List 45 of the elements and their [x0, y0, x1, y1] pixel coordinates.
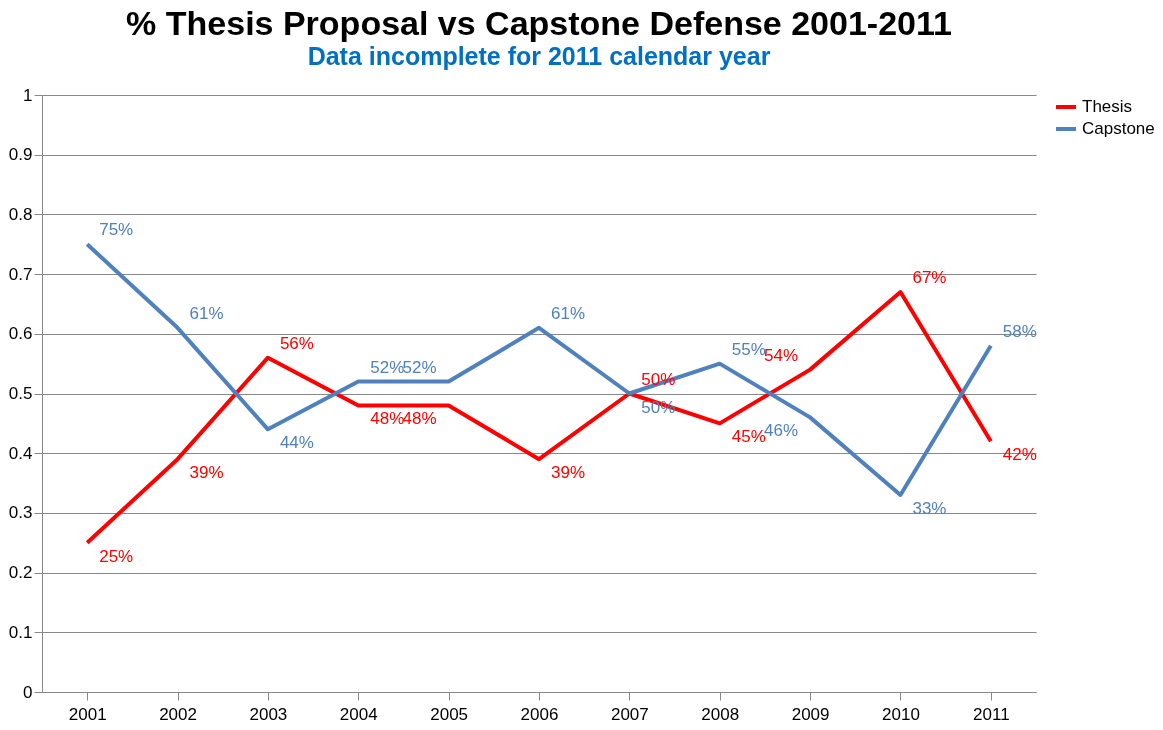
data-label: 56%: [279, 333, 314, 353]
x-tick-label: 2008: [701, 704, 740, 724]
y-tick-label: 0.8: [8, 204, 33, 224]
data-label: 52%: [402, 357, 437, 377]
y-tick-label: 0.4: [8, 443, 33, 463]
data-label: 39%: [189, 463, 224, 483]
chart-title: % Thesis Proposal vs Capstone Defense 2001-2011: [126, 4, 952, 42]
data-label: 61%: [551, 303, 586, 323]
x-tick-label: 2006: [520, 704, 559, 724]
data-label: 48%: [370, 409, 405, 429]
x-tick-label: 2010: [882, 704, 920, 724]
x-tick-label: 2011: [973, 704, 1010, 724]
data-label: 48%: [402, 409, 437, 429]
x-tick-label: 2005: [430, 704, 469, 724]
data-label: 75%: [99, 220, 134, 240]
y-tick-label: 0.5: [8, 384, 33, 403]
y-tick-label: 0.6: [8, 324, 33, 344]
chart-subtitle: Data incomplete for 2011 calendar year: [307, 42, 771, 70]
x-tick-label: 2004: [339, 704, 378, 724]
x-tick-label: 2002: [159, 704, 197, 724]
data-label: 55%: [731, 339, 766, 359]
y-tick-label: 0.1: [8, 622, 33, 642]
y-tick-label: 0.3: [8, 503, 33, 523]
x-tick-label: 2007: [610, 704, 649, 724]
y-tick-label: 1: [23, 85, 33, 105]
data-label: 39%: [551, 463, 586, 483]
data-label: 52%: [370, 357, 405, 377]
line-series: [85, 242, 993, 497]
x-tick-label: 2003: [249, 704, 288, 724]
data-label: 61%: [189, 303, 224, 323]
data-label: 25%: [99, 546, 134, 566]
data-label: 44%: [279, 433, 314, 453]
y-tick-label: 0.9: [8, 145, 33, 165]
legend-label: Thesis: [1082, 97, 1133, 116]
legend-label: Capstone: [1082, 119, 1155, 138]
x-tick-label: 2001: [68, 704, 107, 724]
data-label: 45%: [731, 427, 766, 447]
data-label: 42%: [1002, 445, 1037, 465]
y-tick-label: 0: [23, 682, 33, 702]
line-series: [85, 290, 993, 545]
data-label: 67%: [912, 268, 947, 288]
data-label: 54%: [764, 345, 799, 365]
y-tick-label: 0.7: [8, 264, 33, 284]
x-tick-label: 2009: [791, 704, 830, 724]
y-tick-label: 0.2: [8, 563, 33, 583]
